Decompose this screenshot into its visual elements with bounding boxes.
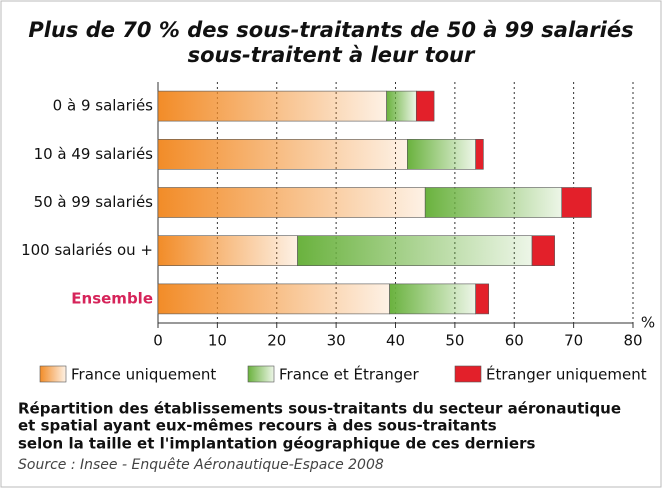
bar-segment [475, 139, 484, 170]
legend-swatch [39, 365, 67, 383]
y-tick-label: Ensemble [71, 289, 153, 307]
bar-segment [424, 187, 563, 218]
bar-segment [531, 235, 555, 266]
x-tick-label: 10 [208, 332, 227, 350]
x-tick-label: 50 [445, 332, 464, 350]
bar-segment [157, 235, 298, 266]
legend-label: France et Étranger [279, 365, 419, 384]
bar-segment [157, 90, 387, 122]
legend-swatch [454, 365, 482, 383]
source: Source : Insee - Enquête Aéronautique-Es… [18, 457, 384, 473]
caption: selon la taille et l'implantation géogra… [18, 435, 535, 453]
y-tick-label: 100 salariés ou + [21, 241, 153, 259]
bar-segment [475, 283, 490, 315]
x-tick-label: 40 [386, 332, 405, 350]
chart-title: sous-traitent à leur tour [188, 43, 476, 67]
y-tick-label: 10 à 49 salariés [34, 145, 154, 163]
bar-segment [386, 90, 417, 122]
x-tick-label: 0 [153, 332, 163, 350]
bar-segment [407, 139, 476, 170]
bar-segment [389, 283, 476, 315]
bar-segment [561, 187, 592, 218]
legend-label: Étranger uniquement [486, 365, 647, 384]
legend-swatch [247, 365, 275, 383]
bar-segment [157, 283, 390, 315]
x-tick-label: 60 [505, 332, 524, 350]
y-tick-label: 0 à 9 salariés [53, 97, 154, 115]
bar-segment [157, 139, 408, 170]
legend-label: France uniquement [71, 366, 216, 384]
bar-segment [297, 235, 533, 266]
caption: Répartition des établissements sous-trai… [18, 400, 621, 418]
bar-segment [415, 90, 435, 122]
x-tick-label: 70 [564, 332, 583, 350]
caption: et spatial ayant eux-mêmes recours à des… [18, 417, 497, 435]
x-tick-label: 30 [327, 332, 346, 350]
x-tick-label: 20 [267, 332, 286, 350]
x-unit: % [641, 314, 655, 332]
chart-title: Plus de 70 % des sous-traitants de 50 à … [28, 18, 633, 42]
x-tick-label: 80 [623, 332, 642, 350]
y-tick-label: 50 à 99 salariés [34, 193, 154, 211]
bar-segment [157, 187, 426, 218]
